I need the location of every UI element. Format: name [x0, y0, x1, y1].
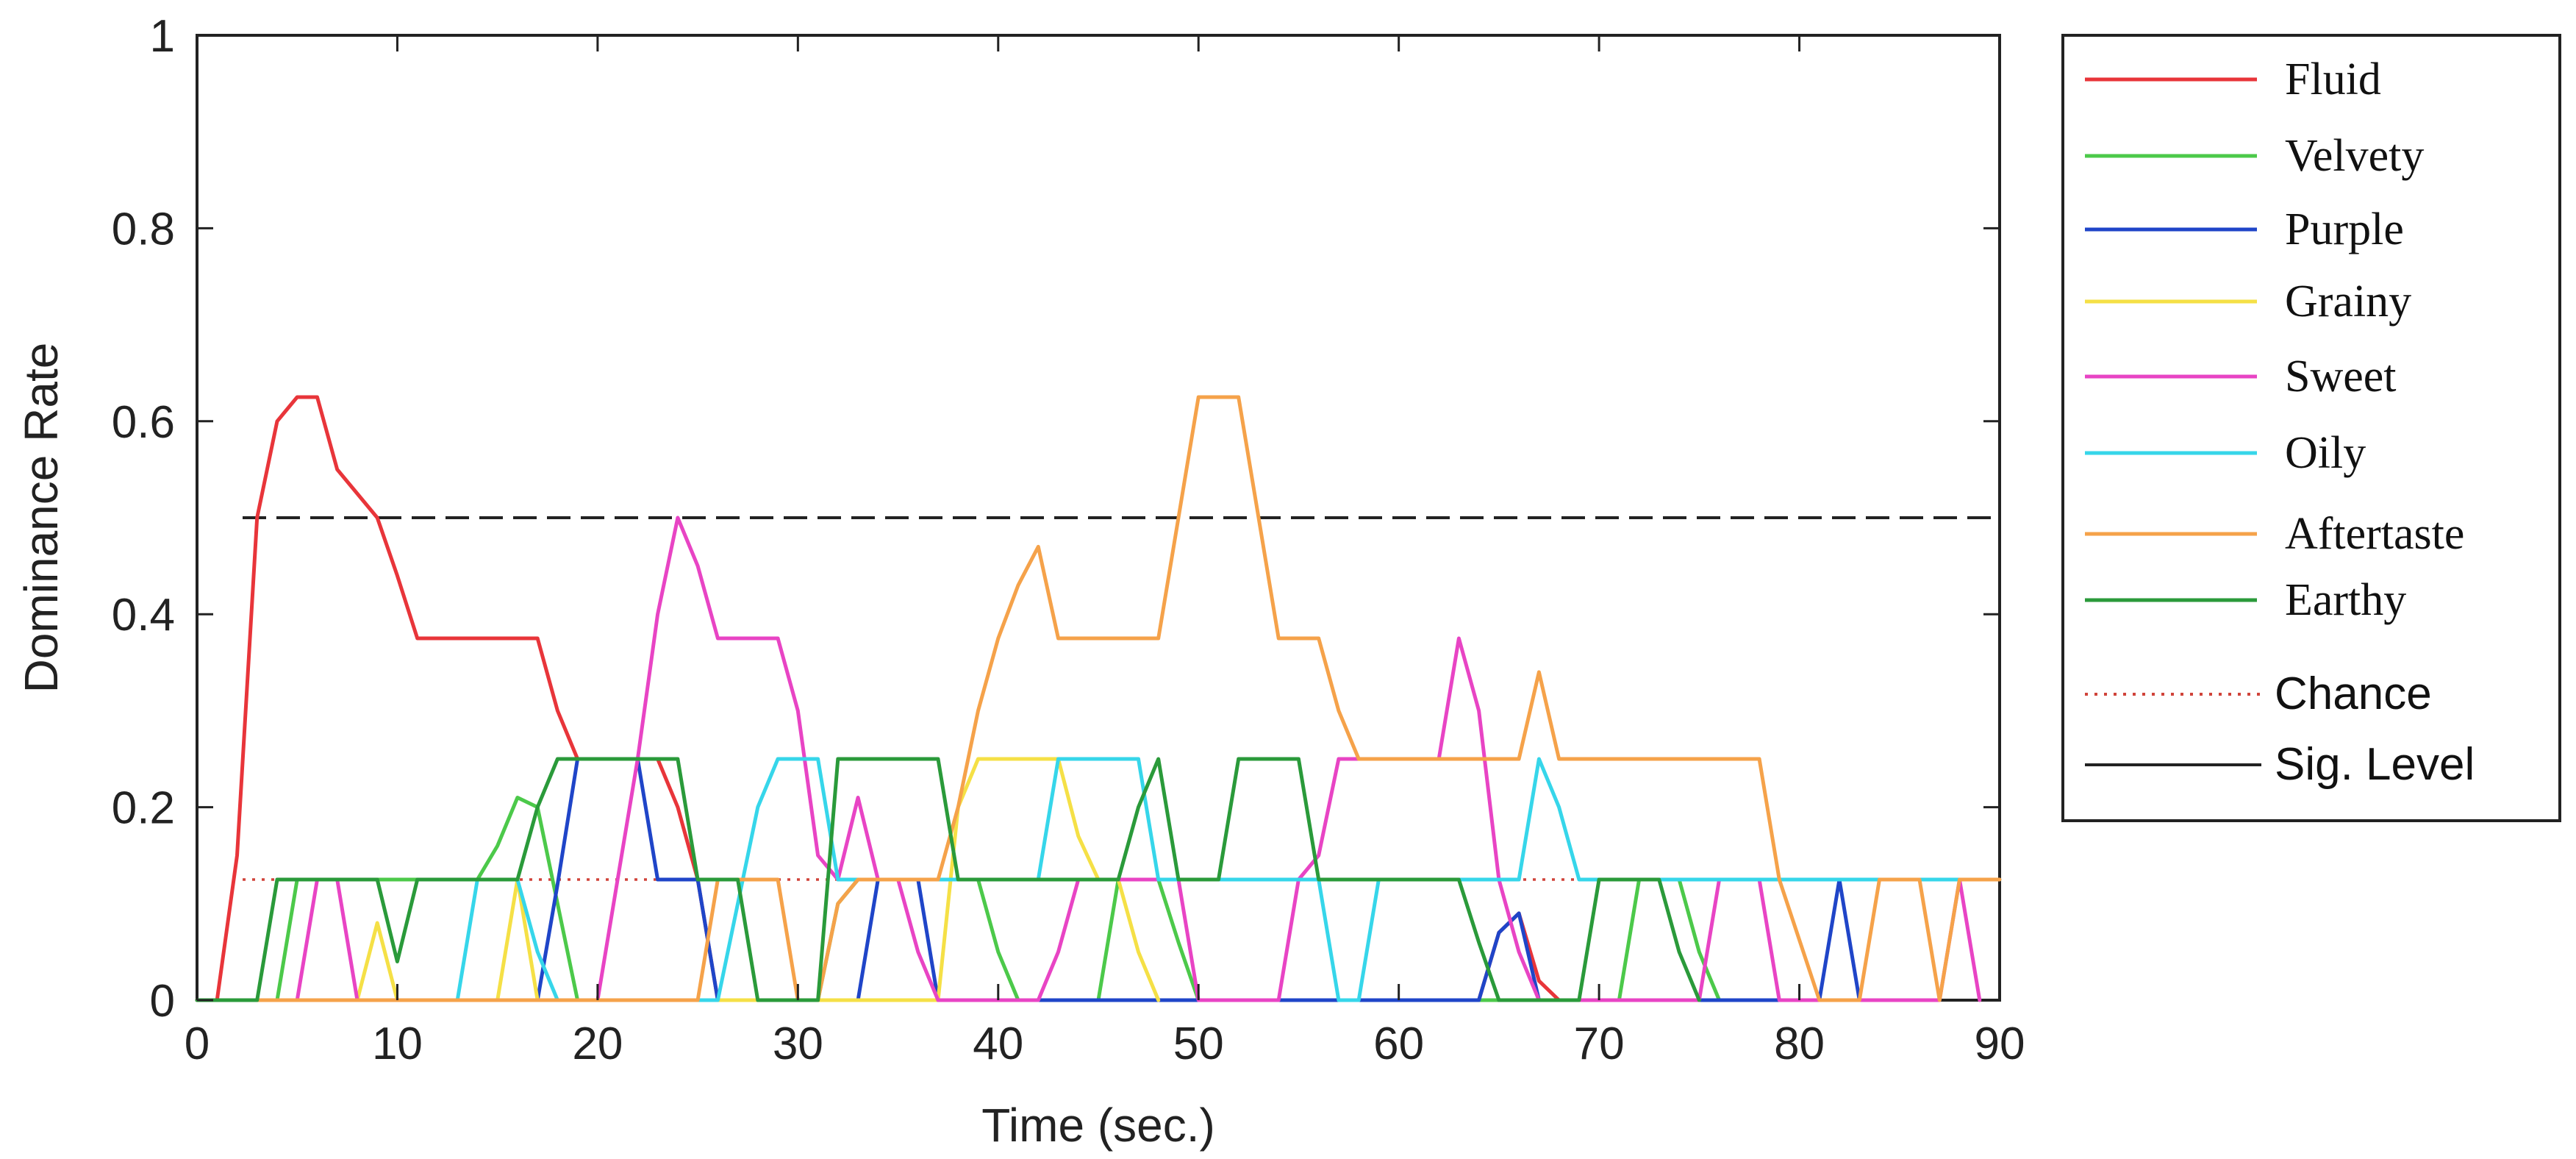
legend-label: Purple [2285, 204, 2404, 254]
legend-label: Grainy [2285, 277, 2411, 327]
legend-label: Earthy [2285, 575, 2406, 625]
x-tick-label: 70 [1574, 1019, 1625, 1069]
x-tick-label: 10 [372, 1019, 423, 1069]
series-line-oily [195, 757, 2002, 1002]
series-line-earthy [195, 757, 1701, 1002]
x-tick-label: 20 [572, 1019, 623, 1069]
legend-label: Fluid [2285, 54, 2381, 104]
legend-label: Sweet [2285, 352, 2397, 402]
legend-label: Chance [2275, 668, 2432, 719]
legend-label: Sig. Level [2275, 739, 2475, 790]
legend-label: Oily [2285, 428, 2366, 478]
y-tick-label: 1 [150, 11, 175, 62]
axis-ticks: 0 10 20 30 40 50 60 70 80 90 0 0.2 0.4 0.6 0.8 1 [112, 11, 2025, 1069]
x-tick-label: 50 [1173, 1019, 1224, 1069]
legend-box [2061, 34, 2561, 822]
legend-label: Velvety [2285, 131, 2424, 181]
x-tick-label: 40 [973, 1019, 1023, 1069]
x-tick-label: 30 [773, 1019, 823, 1069]
x-tick-label: 60 [1373, 1019, 1424, 1069]
series-layer [195, 395, 2002, 1002]
series-line-aftertaste [195, 395, 2002, 1002]
legend: Fluid Velvety Purple Grainy Sweet Oily Afterta… [2061, 34, 2561, 822]
x-tick-label: 90 [1975, 1019, 2025, 1069]
y-tick-label: 0.4 [112, 590, 175, 641]
y-axis-title: Dominance Rate [15, 343, 68, 693]
y-tick-label: 0.8 [112, 204, 175, 254]
x-tick-label: 80 [1774, 1019, 1825, 1069]
x-tick-label: 0 [185, 1019, 210, 1069]
y-tick-label: 0.2 [112, 783, 175, 834]
y-tick-label: 0 [150, 976, 175, 1027]
x-axis-title: Time (sec.) [981, 1099, 1215, 1152]
legend-label: Aftertaste [2285, 509, 2464, 559]
y-tick-label: 0.6 [112, 397, 175, 448]
